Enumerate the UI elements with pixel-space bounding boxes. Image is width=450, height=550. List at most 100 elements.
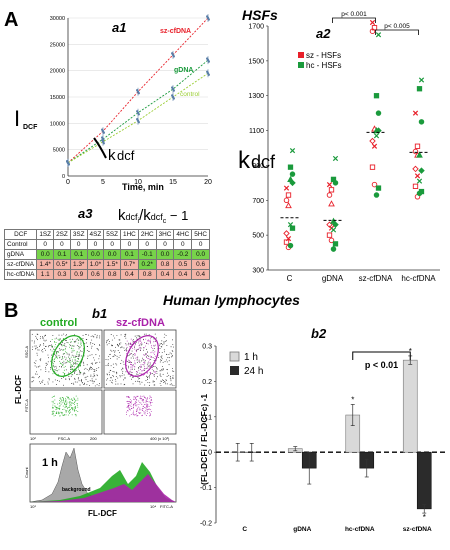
b1-dot-control-top xyxy=(90,335,92,337)
b1-dot-control-top xyxy=(47,361,49,363)
b1-dot-control-bottom xyxy=(77,406,79,408)
b1-dot-sz-bottom xyxy=(140,395,142,397)
b1-dot-control-top xyxy=(59,338,61,340)
b1-dot-control-top xyxy=(44,334,46,336)
b1-dot-control-gate xyxy=(75,361,77,363)
b1-dot-sz-gate xyxy=(148,359,150,361)
b1-dot-control-top xyxy=(45,368,47,370)
b1-dot-control-bottom xyxy=(70,411,72,413)
b1-dot-sz-gate xyxy=(136,371,138,373)
b1-dot-control-top xyxy=(99,355,101,357)
b1-dot-control-gate xyxy=(57,357,59,359)
b1-axis-mid: 200 xyxy=(90,436,97,441)
b2-y-tick-label: 0 xyxy=(208,450,212,457)
b1-dot-control-top xyxy=(40,358,42,360)
b1-dot-sz-top xyxy=(140,347,142,349)
b1-dot-control-gate xyxy=(77,357,79,359)
b1-dot-control-bottom xyxy=(57,408,59,410)
b1-dot-sz-bottom xyxy=(133,403,134,405)
b1-dot-control-bottom xyxy=(72,399,74,401)
a3-col-header: 1SZ xyxy=(36,229,55,240)
a2-point-hc xyxy=(416,86,423,92)
b1-dot-control-top xyxy=(39,346,41,347)
b1-dot-control-bottom xyxy=(59,408,61,410)
b1-dot-control-gate xyxy=(71,359,73,361)
b2-x-tick-label: hc-cfDNA xyxy=(345,526,375,533)
b1-dot-control-top xyxy=(54,366,56,368)
b1-dot-sz-bottom xyxy=(132,413,134,415)
b1-dot-control-bottom xyxy=(69,402,71,404)
b1-dot-control-top xyxy=(81,379,83,381)
b1-dot-control-top xyxy=(58,334,60,336)
b1-dot-control-top xyxy=(76,355,78,357)
b1-dot-sz-top xyxy=(122,367,124,369)
b1-dot-control-top xyxy=(68,354,70,356)
b1-dot-sz-gate xyxy=(140,349,141,351)
b1-dot-sz-gate xyxy=(130,342,132,344)
a2-point-hc xyxy=(289,225,296,231)
b1-dot-control-bottom xyxy=(58,412,60,414)
b1-dot-sz-top xyxy=(160,384,162,386)
b1-dot-control-top xyxy=(70,341,72,343)
a3-table-cell: 0.5 xyxy=(173,259,193,270)
a3-col-header: 2HC xyxy=(137,229,157,240)
a2-point-hc xyxy=(375,32,382,38)
b1-dot-control-bottom xyxy=(58,412,60,414)
b1-dot-sz-top xyxy=(153,345,155,347)
b1-dot-sz-top xyxy=(162,344,164,346)
a2-point-hc xyxy=(289,171,296,177)
a2-y-tick-label: 700 xyxy=(252,198,264,205)
b1-dot-sz-top xyxy=(129,362,130,363)
a2-point-sz xyxy=(283,239,290,245)
b1-dot-control-top xyxy=(71,351,73,353)
a2-point-sz xyxy=(412,183,419,189)
b1-dot-sz-top xyxy=(109,374,110,376)
legend-swatch-sz xyxy=(298,52,304,58)
b1-dot-control-top xyxy=(95,378,97,380)
b1-dot-control-top xyxy=(36,373,38,375)
b1-dot-sz-top xyxy=(157,356,159,358)
b1-dot-control-top xyxy=(54,370,55,372)
b1-dot-control-top xyxy=(78,354,80,356)
b1-dot-sz-top xyxy=(167,357,169,359)
b1-dot-sz-top xyxy=(159,382,161,384)
b1-dot-sz-top xyxy=(156,337,157,339)
b1-dot-control-gate xyxy=(72,348,74,350)
a2-point-hc xyxy=(416,190,423,197)
b1-dot-control-gate xyxy=(55,372,57,374)
legend-label-hc: hc - HSFs xyxy=(306,61,342,70)
a2-ylabel-main: k xyxy=(238,147,251,174)
b1-dot-sz-gate xyxy=(150,357,152,359)
a3-table-cell: 0 xyxy=(137,239,157,250)
formula-slash: / xyxy=(139,207,144,224)
b1-dot-control-top xyxy=(31,340,33,342)
b1-dot-control-top xyxy=(41,381,43,383)
b1-dot-sz-top xyxy=(152,381,154,383)
b1-dot-control-top xyxy=(64,343,66,345)
b1-dot-sz-top xyxy=(165,334,167,336)
b1-dot-sz-gate xyxy=(126,340,128,342)
b1-dot-control-top xyxy=(96,375,98,377)
b1-dot-control-top xyxy=(34,363,36,364)
b1-dot-sz-bottom xyxy=(145,403,147,405)
b1-dot-sz-bottom xyxy=(149,403,151,405)
chart-a2: a2 300 500 700 900 1100 1300 1500 1700 C gDNA sz-c… xyxy=(238,11,440,283)
b1-dot-control-top xyxy=(50,367,51,369)
b2-significance-star: * xyxy=(423,513,426,522)
b1-dot-control-top xyxy=(86,342,88,344)
b1-dot-sz-bottom xyxy=(148,412,150,414)
b1-dot-sz-bottom xyxy=(130,414,132,415)
b1-dot-control-top xyxy=(65,346,67,348)
b1-dot-control-top xyxy=(36,352,38,354)
b1-dot-control-top xyxy=(44,340,46,342)
b1-dot-control-bottom xyxy=(61,409,63,411)
b1-dot-sz-gate xyxy=(140,340,142,342)
b1-dot-sz-bottom xyxy=(150,405,152,406)
b1-dot-sz-bottom xyxy=(130,408,132,410)
b1-dot-sz-bottom xyxy=(129,398,131,400)
b1-dot-control-top xyxy=(96,362,98,363)
b1-dot-control-top xyxy=(76,381,78,383)
b1-dot-control-top xyxy=(31,348,33,350)
b1-dot-sz-top xyxy=(110,365,112,367)
b1-dot-control-top xyxy=(71,373,73,375)
